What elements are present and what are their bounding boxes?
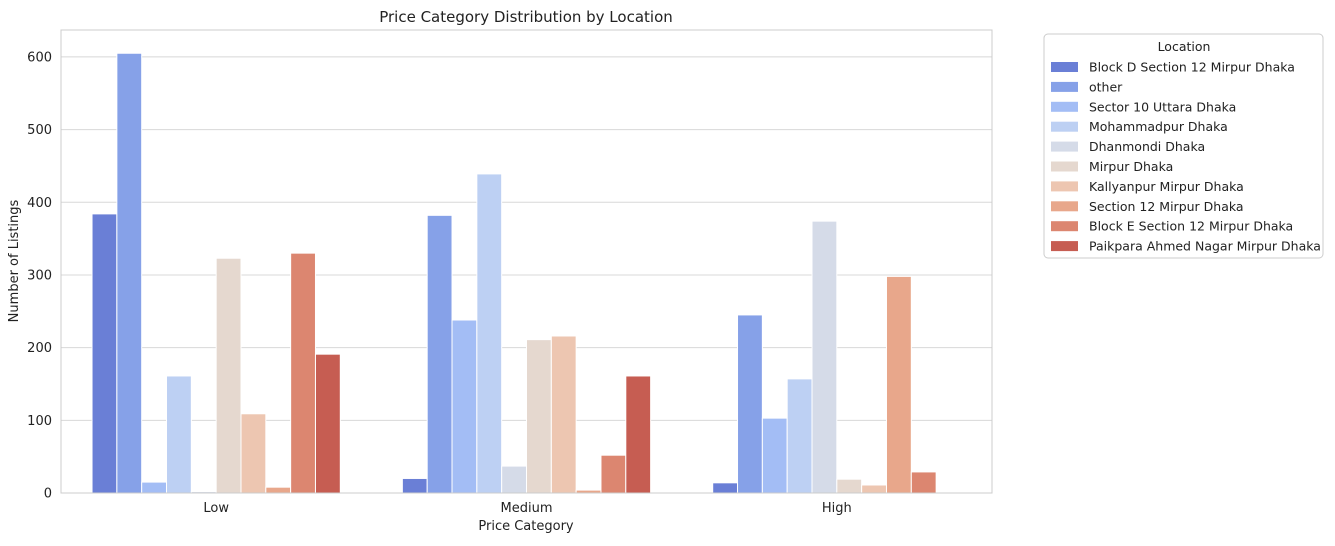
- bar: [240, 413, 267, 494]
- y-tick-label: 600: [27, 50, 52, 65]
- legend-label: Section 12 Mirpur Dhaka: [1089, 199, 1244, 214]
- chart-title: Price Category Distribution by Location: [379, 8, 673, 26]
- x-axis-label: Price Category: [478, 519, 574, 534]
- bar: [761, 417, 788, 494]
- legend-title: Location: [1158, 39, 1211, 54]
- legend-label: Paikpara Ahmed Nagar Mirpur Dhaka: [1089, 239, 1321, 254]
- legend-label: other: [1089, 79, 1123, 94]
- legend-item: Sector 10 Uttara Dhaka: [1051, 99, 1236, 114]
- bar: [526, 339, 552, 494]
- y-tick-label: 300: [27, 268, 52, 283]
- x-tick-label: Low: [203, 501, 229, 516]
- legend-swatch: [1051, 81, 1078, 92]
- legend-label: Dhanmondi Dhaka: [1089, 139, 1205, 154]
- bar: [550, 335, 577, 494]
- legend-item: Kallyanpur Mirpur Dhaka: [1051, 179, 1244, 194]
- bar: [625, 375, 652, 494]
- legend-label: Block D Section 12 Mirpur Dhaka: [1089, 60, 1295, 75]
- legend-label: Mirpur Dhaka: [1089, 159, 1173, 174]
- y-axis-ticks: 0 100 200 300 400 500 600: [27, 50, 52, 501]
- legend-swatch: [1051, 181, 1078, 192]
- bar: [737, 314, 763, 494]
- y-axis-label: Number of Listings: [7, 199, 22, 322]
- legend-item: Section 12 Mirpur Dhaka: [1051, 199, 1244, 214]
- y-tick-label: 500: [27, 123, 52, 138]
- plot-frame: [60, 29, 993, 494]
- bar: [265, 486, 292, 494]
- legend-item: Mirpur Dhaka: [1051, 159, 1173, 174]
- bar: [451, 319, 478, 494]
- y-tick-label: 0: [44, 487, 52, 502]
- bar: [314, 353, 341, 494]
- bar: [401, 477, 428, 494]
- bar: [476, 173, 503, 494]
- legend-swatch: [1051, 62, 1078, 72]
- y-tick-label: 200: [27, 341, 52, 356]
- x-tick-label: Medium: [501, 501, 553, 516]
- legend-item: other: [1051, 79, 1123, 94]
- bar: [290, 252, 316, 494]
- legend-swatch: [1051, 141, 1078, 152]
- legend-label: Mohammadpur Dhaka: [1089, 119, 1228, 134]
- legend-label: Block E Section 12 Mirpur Dhaka: [1089, 219, 1293, 234]
- bar: [861, 484, 887, 494]
- legend-swatch: [1051, 161, 1078, 172]
- legend-swatch: [1051, 221, 1078, 232]
- bar: [885, 275, 912, 494]
- bar: [215, 257, 242, 494]
- bar: [836, 478, 863, 494]
- bar: [712, 482, 739, 494]
- legend: Location Block D Section 12 Mirpur Dhaka…: [1043, 33, 1324, 259]
- legend-items: Block D Section 12 Mirpur Dhaka other Sect…: [1051, 60, 1321, 254]
- legend-label: Kallyanpur Mirpur Dhaka: [1089, 179, 1244, 194]
- legend-item: Block E Section 12 Mirpur Dhaka: [1051, 219, 1293, 234]
- x-tick-label: High: [822, 501, 852, 516]
- legend-swatch: [1051, 201, 1078, 212]
- bars: [91, 52, 937, 494]
- legend-label: Sector 10 Uttara Dhaka: [1089, 99, 1236, 114]
- bar: [426, 214, 453, 494]
- legend-item: Dhanmondi Dhaka: [1051, 139, 1205, 154]
- bar: [116, 52, 143, 494]
- legend-swatch: [1051, 101, 1078, 112]
- bar: [811, 220, 838, 494]
- bar: [600, 454, 627, 494]
- bar: [501, 465, 528, 494]
- bar: [141, 481, 168, 494]
- legend-item: Paikpara Ahmed Nagar Mirpur Dhaka: [1051, 239, 1321, 254]
- legend-swatch: [1051, 121, 1078, 132]
- bar: [786, 378, 813, 494]
- bar: [166, 375, 192, 494]
- y-tick-label: 100: [27, 414, 52, 429]
- x-axis-ticks: Low Medium High: [203, 501, 851, 516]
- legend-swatch: [1051, 241, 1078, 252]
- legend-item: Mohammadpur Dhaka: [1051, 119, 1228, 134]
- y-tick-label: 400: [27, 196, 52, 211]
- bar: [91, 213, 118, 494]
- bar: [910, 471, 937, 494]
- legend-frame: [1043, 33, 1324, 259]
- legend-item: Block D Section 12 Mirpur Dhaka: [1051, 60, 1295, 75]
